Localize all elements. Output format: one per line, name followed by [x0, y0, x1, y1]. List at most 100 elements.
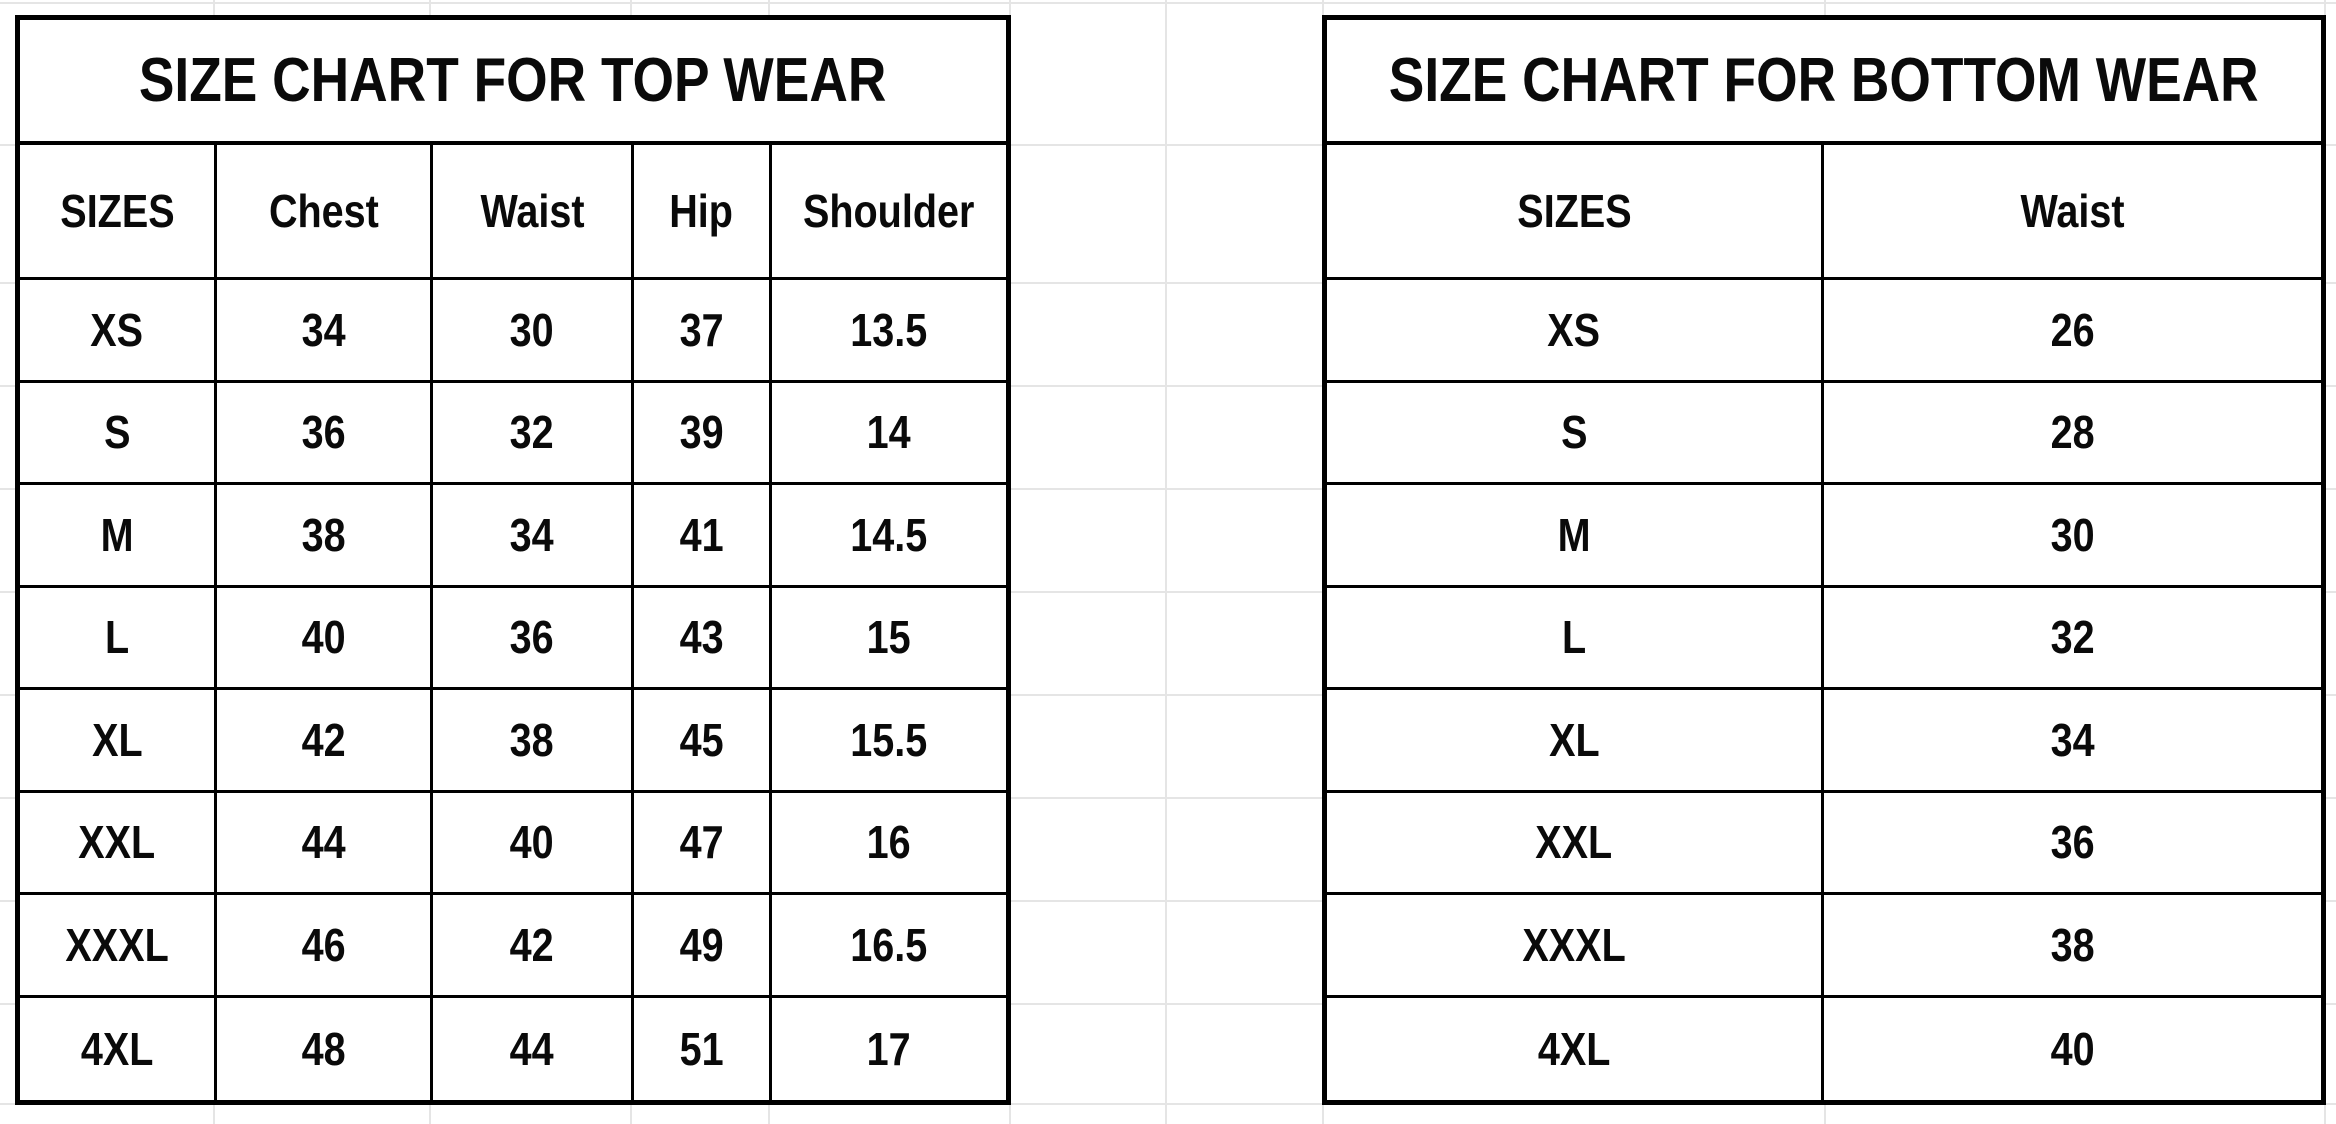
value-cell: 49	[634, 895, 772, 998]
value-cell: 32	[1824, 588, 2321, 690]
value-cell: 40	[1824, 998, 2321, 1101]
value-cell: 34	[1824, 690, 2321, 793]
grid-row-line	[0, 591, 2336, 593]
grid-row-line	[0, 282, 2336, 284]
cell-value: 42	[301, 713, 346, 766]
value-cell: 17	[772, 998, 1006, 1101]
cell-value: 32	[2050, 611, 2095, 664]
size-cell: M	[20, 485, 217, 588]
cell-value: 45	[679, 713, 724, 766]
header-cell-hip: Hip	[634, 145, 772, 280]
size-label: M	[100, 508, 134, 561]
cell-value: 43	[679, 611, 724, 664]
bottom-wear-table-grid: SIZES Waist XS 26 S 28 M 30 L 32 XL 34 X…	[1327, 145, 2321, 1100]
value-cell: 36	[433, 587, 634, 690]
top-wear-title-cell: SIZE CHART FOR TOP WEAR	[20, 20, 1006, 145]
cell-value: 30	[509, 303, 554, 356]
grid-row-line	[0, 1003, 2336, 1005]
value-cell: 38	[433, 690, 634, 793]
value-cell: 36	[1824, 793, 2321, 895]
size-label: S	[1560, 406, 1588, 459]
header-label: SIZES	[59, 185, 175, 237]
grid-row-line	[0, 2, 2336, 4]
header-cell-shoulder: Shoulder	[772, 145, 1006, 280]
header-label: SIZES	[1516, 185, 1632, 237]
cell-value: 41	[679, 508, 724, 561]
cell-value: 44	[509, 1022, 554, 1075]
value-cell: 44	[217, 792, 433, 895]
cell-value: 34	[301, 303, 346, 356]
size-cell: XXL	[20, 792, 217, 895]
top-wear-size-chart: SIZE CHART FOR TOP WEAR SIZES Chest Wais…	[15, 15, 1011, 1105]
value-cell: 37	[634, 280, 772, 383]
size-label: XXXL	[65, 918, 169, 971]
value-cell: 16.5	[772, 895, 1006, 998]
value-cell: 16	[772, 793, 1006, 895]
size-cell: L	[1327, 587, 1824, 690]
grid-row-line	[0, 900, 2336, 902]
grid-row-line	[0, 144, 2336, 146]
value-cell: 15	[772, 588, 1006, 690]
cell-value: 38	[509, 713, 554, 766]
size-label: XS	[1547, 303, 1601, 356]
value-cell: 41	[634, 485, 772, 588]
grid-row-line	[0, 797, 2336, 799]
header-label: Hip	[669, 185, 734, 237]
cell-value: 40	[509, 816, 554, 869]
cell-value: 13.5	[850, 303, 928, 356]
header-cell-waist: Waist	[433, 145, 634, 280]
value-cell: 34	[433, 485, 634, 588]
cell-value: 15.5	[850, 713, 928, 766]
size-cell: S	[20, 382, 217, 485]
value-cell: 26	[1824, 280, 2321, 383]
size-label: 4XL	[1537, 1022, 1611, 1075]
bottom-wear-title: SIZE CHART FOR BOTTOM WEAR	[1389, 45, 2259, 115]
header-cell-sizes: SIZES	[1327, 145, 1824, 280]
top-wear-title: SIZE CHART FOR TOP WEAR	[139, 45, 887, 115]
size-cell: 4XL	[1327, 997, 1824, 1100]
header-cell-chest: Chest	[217, 145, 433, 280]
cell-value: 14.5	[850, 508, 928, 561]
value-cell: 51	[634, 997, 772, 1100]
grid-row-line	[0, 488, 2336, 490]
size-cell: XXXL	[1327, 895, 1824, 998]
value-cell: 40	[433, 792, 634, 895]
cell-value: 38	[2050, 918, 2095, 971]
value-cell: 30	[1824, 485, 2321, 588]
cell-value: 40	[301, 611, 346, 664]
size-cell: XS	[20, 280, 217, 383]
cell-value: 42	[509, 918, 554, 971]
grid-row-line	[0, 1103, 2336, 1105]
top-wear-table-grid: SIZES Chest Waist Hip Shoulder XS 34 30 …	[20, 145, 1006, 1100]
size-cell: S	[1327, 382, 1824, 485]
size-label: XXXL	[1522, 918, 1626, 971]
grid-column-line	[1165, 0, 1167, 1124]
value-cell: 47	[634, 792, 772, 895]
value-cell: 28	[1824, 383, 2321, 485]
cell-value: 34	[2050, 713, 2095, 766]
value-cell: 38	[217, 485, 433, 588]
cell-value: 40	[2050, 1022, 2095, 1075]
value-cell: 14.5	[772, 485, 1006, 588]
header-label: Chest	[268, 185, 379, 237]
value-cell: 14	[772, 383, 1006, 485]
cell-value: 37	[679, 303, 724, 356]
value-cell: 39	[634, 382, 772, 485]
value-cell: 42	[433, 895, 634, 998]
size-cell: XXL	[1327, 792, 1824, 895]
size-label: XXL	[78, 816, 156, 869]
cell-value: 32	[509, 406, 554, 459]
cell-value: 51	[679, 1022, 724, 1075]
size-label: L	[1561, 611, 1587, 664]
cell-value: 34	[509, 508, 554, 561]
header-label: Shoulder	[803, 185, 975, 237]
size-cell: XL	[1327, 690, 1824, 793]
cell-value: 36	[509, 611, 554, 664]
cell-value: 49	[679, 918, 724, 971]
cell-value: 36	[301, 406, 346, 459]
cell-value: 39	[679, 406, 724, 459]
header-cell-waist: Waist	[1824, 145, 2321, 280]
cell-value: 44	[301, 816, 346, 869]
value-cell: 46	[217, 895, 433, 998]
size-label: XL	[1548, 713, 1600, 766]
